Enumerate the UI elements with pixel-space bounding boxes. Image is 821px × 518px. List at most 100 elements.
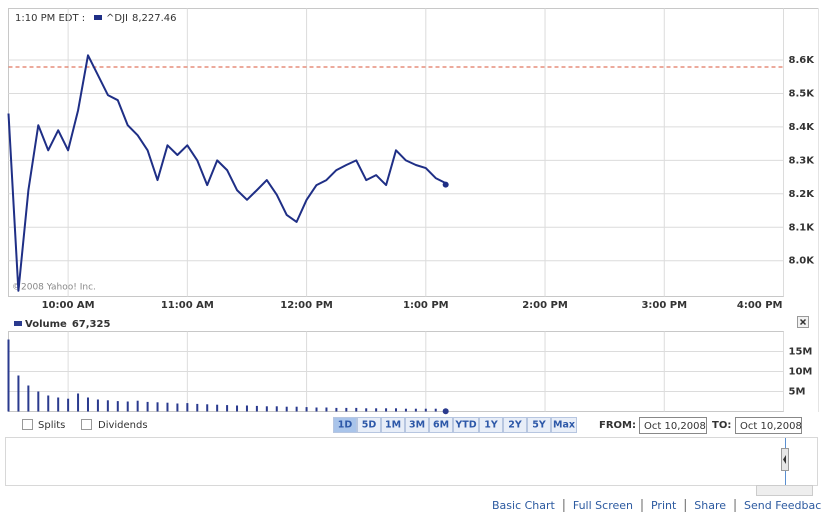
volume-bar bbox=[186, 403, 189, 412]
range-button[interactable] bbox=[405, 417, 429, 433]
watermark: ©2008 Yahoo! Inc. bbox=[12, 283, 96, 293]
footer-link[interactable]: Share bbox=[694, 499, 726, 512]
range-button[interactable] bbox=[453, 417, 479, 433]
volume-bar bbox=[17, 375, 20, 412]
y-tick-label: 8.6K bbox=[789, 55, 816, 66]
footer-link[interactable]: Print bbox=[651, 499, 677, 512]
legend-label: Volume bbox=[25, 319, 67, 330]
range-label[interactable]: YTD bbox=[454, 420, 476, 431]
price-line bbox=[7, 54, 447, 292]
volume-bar bbox=[166, 402, 169, 412]
x-tick-label: 4:00 PM bbox=[737, 300, 783, 311]
from-date[interactable]: Oct 10,2008 bbox=[644, 421, 706, 432]
handle-arrow[interactable] bbox=[783, 455, 786, 464]
volume-bar bbox=[345, 407, 348, 412]
range-label[interactable]: 1D bbox=[338, 420, 353, 431]
volume-bar bbox=[116, 401, 119, 412]
from-input[interactable] bbox=[639, 417, 707, 434]
checkbox-label[interactable]: Splits bbox=[38, 420, 65, 431]
range-label[interactable]: 3M bbox=[409, 420, 425, 431]
footer-link[interactable]: Full Screen bbox=[573, 499, 633, 512]
range-buttons: 1D 5D 1M 3M 6M YTD 1Y 2Y 5Y Max bbox=[333, 417, 577, 433]
volume-bar bbox=[315, 407, 318, 412]
y-tick-label: 8.1K bbox=[789, 222, 816, 233]
range-button[interactable] bbox=[503, 417, 527, 433]
range-label[interactable]: 6M bbox=[433, 420, 449, 431]
y-tick-label: 8.2K bbox=[789, 189, 816, 200]
volume-bar bbox=[285, 406, 288, 412]
volume-bar bbox=[434, 408, 437, 412]
x-tick-label: 10:00 AM bbox=[42, 300, 95, 311]
quote-value: 67,325 bbox=[72, 319, 111, 330]
range-button[interactable] bbox=[357, 417, 381, 433]
volume-bar bbox=[424, 408, 427, 412]
to-input[interactable] bbox=[735, 417, 802, 434]
y-tick-label: 10M bbox=[789, 367, 813, 378]
volume-bar bbox=[245, 405, 248, 412]
volume-bar bbox=[57, 397, 60, 412]
range-button[interactable] bbox=[381, 417, 405, 433]
volume-bar bbox=[414, 408, 417, 412]
volume-bar bbox=[146, 401, 149, 412]
volume-bar bbox=[136, 400, 139, 412]
x-tick-label: 2:00 PM bbox=[522, 300, 568, 311]
volume-bar bbox=[404, 408, 407, 412]
range-label[interactable]: 5Y bbox=[532, 420, 546, 431]
footer-link[interactable]: Basic Chart bbox=[492, 499, 556, 512]
from-label: FROM: bbox=[599, 420, 636, 431]
y-tick-label: 8.4K bbox=[789, 122, 816, 133]
y-tick-label: 15M bbox=[789, 347, 813, 358]
range-label[interactable]: 5D bbox=[362, 420, 377, 431]
volume-bar bbox=[226, 405, 229, 412]
footer-link[interactable]: Send Feedback bbox=[744, 499, 821, 512]
close-button[interactable] bbox=[797, 316, 809, 328]
last-point bbox=[442, 408, 449, 415]
volume-bar bbox=[335, 407, 338, 412]
legend-swatch bbox=[94, 15, 102, 20]
range-label[interactable]: 1M bbox=[385, 420, 401, 431]
volume-bar bbox=[216, 404, 219, 412]
range-button[interactable] bbox=[479, 417, 503, 433]
y-tick-label: 8.3K bbox=[789, 155, 816, 166]
x-tick-label: 11:00 AM bbox=[161, 300, 214, 311]
range-button[interactable] bbox=[429, 417, 453, 433]
legend-swatch bbox=[14, 321, 22, 326]
timestamp: 1:10 PM EDT : bbox=[15, 13, 85, 24]
volume-bar bbox=[365, 408, 368, 412]
volume-bar bbox=[176, 403, 179, 412]
volume-bar bbox=[196, 403, 199, 412]
last-point bbox=[442, 181, 449, 188]
x-tick-label: 1:00 PM bbox=[403, 300, 449, 311]
volume-bar bbox=[86, 397, 89, 412]
checkbox[interactable] bbox=[22, 419, 33, 430]
range-button[interactable] bbox=[527, 417, 551, 433]
scroller[interactable] bbox=[756, 485, 813, 496]
volume-bar bbox=[67, 398, 70, 412]
y-tick-label: 8.0K bbox=[789, 256, 816, 267]
range-button[interactable] bbox=[551, 417, 577, 433]
volume-bar bbox=[375, 408, 378, 412]
volume-bar bbox=[395, 408, 397, 412]
volume-bar bbox=[295, 406, 298, 412]
checkbox[interactable] bbox=[81, 419, 92, 430]
volume-bar bbox=[156, 402, 159, 412]
volume-bar bbox=[236, 405, 239, 412]
volume-bar bbox=[37, 391, 40, 412]
to-date[interactable]: Oct 10,2008 bbox=[740, 421, 802, 432]
range-label[interactable]: 2Y bbox=[508, 420, 522, 431]
checkbox-label[interactable]: Dividends bbox=[98, 420, 148, 431]
navigator bbox=[5, 437, 818, 486]
volume-bar bbox=[106, 400, 109, 412]
close-icon[interactable] bbox=[799, 318, 807, 326]
x-tick-label: 12:00 PM bbox=[280, 300, 333, 311]
legend-label: ^DJI bbox=[106, 13, 128, 24]
to-label: TO: bbox=[712, 420, 731, 431]
y-tick-label: 8.5K bbox=[789, 88, 816, 99]
range-button[interactable] bbox=[333, 417, 357, 433]
range-label[interactable]: 1Y bbox=[484, 420, 498, 431]
volume-bar bbox=[325, 407, 328, 412]
range-label[interactable]: Max bbox=[553, 420, 575, 431]
volume-bar bbox=[126, 401, 129, 412]
volume-bar bbox=[77, 393, 80, 412]
